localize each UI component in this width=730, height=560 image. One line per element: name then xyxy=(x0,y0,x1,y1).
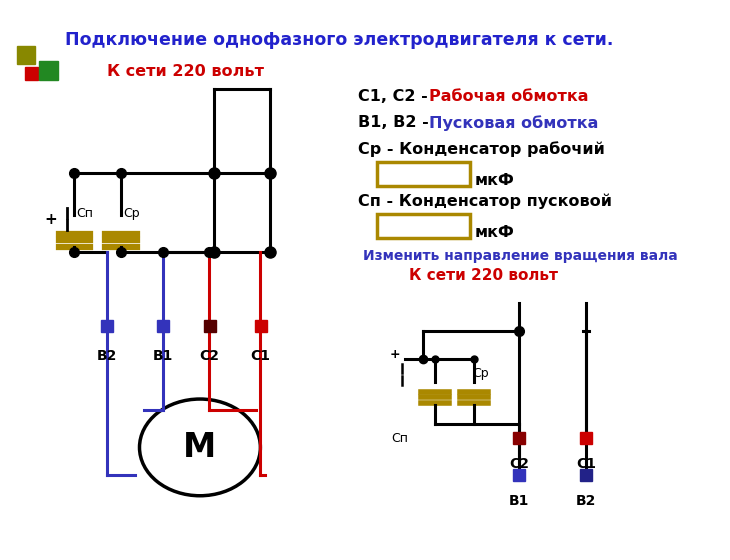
Text: Пусковая обмотка: Пусковая обмотка xyxy=(429,115,598,131)
Text: К сети 220 вольт: К сети 220 вольт xyxy=(410,268,558,283)
Text: В1, В2 -: В1, В2 - xyxy=(358,115,434,130)
Text: В2: В2 xyxy=(97,349,117,363)
Text: +: + xyxy=(45,212,58,227)
Text: К сети 220 вольт: К сети 220 вольт xyxy=(107,64,264,80)
Bar xyxy=(377,162,469,186)
Text: мкФ: мкФ xyxy=(474,225,514,240)
Text: С1, С2 -: С1, С2 - xyxy=(358,90,434,104)
Text: С1: С1 xyxy=(250,349,270,363)
Bar xyxy=(580,432,592,444)
Text: Ср: Ср xyxy=(123,207,139,220)
Text: В1: В1 xyxy=(509,494,529,508)
Text: Изменить направление вращения вала: Изменить направление вращения вала xyxy=(363,249,677,263)
Text: Сп: Сп xyxy=(391,432,408,445)
Bar xyxy=(39,62,58,80)
Text: С1: С1 xyxy=(576,457,596,471)
Bar xyxy=(513,432,526,444)
Text: Ср - Конденсатор рабочий: Ср - Конденсатор рабочий xyxy=(358,142,605,157)
Bar xyxy=(25,67,38,80)
Bar xyxy=(17,46,35,64)
Text: Сп: Сп xyxy=(76,207,93,220)
Text: мкФ: мкФ xyxy=(474,173,514,188)
Bar xyxy=(101,320,113,332)
Text: Подключение однофазного электродвигателя к сети.: Подключение однофазного электродвигателя… xyxy=(65,31,614,49)
Text: Рабочая обмотка: Рабочая обмотка xyxy=(429,90,588,104)
Text: В1: В1 xyxy=(153,349,173,363)
Bar xyxy=(157,320,169,332)
Bar xyxy=(204,320,216,332)
Bar xyxy=(580,469,592,481)
Bar xyxy=(377,214,469,238)
Text: В2: В2 xyxy=(576,494,596,508)
Text: Сп - Конденсатор пусковой: Сп - Конденсатор пусковой xyxy=(358,194,612,209)
Text: С2: С2 xyxy=(509,457,529,471)
Text: М: М xyxy=(183,431,217,464)
Bar xyxy=(513,469,526,481)
Bar xyxy=(255,320,267,332)
Text: +: + xyxy=(390,348,401,361)
Text: Ср: Ср xyxy=(472,367,489,380)
Text: С2: С2 xyxy=(199,349,219,363)
